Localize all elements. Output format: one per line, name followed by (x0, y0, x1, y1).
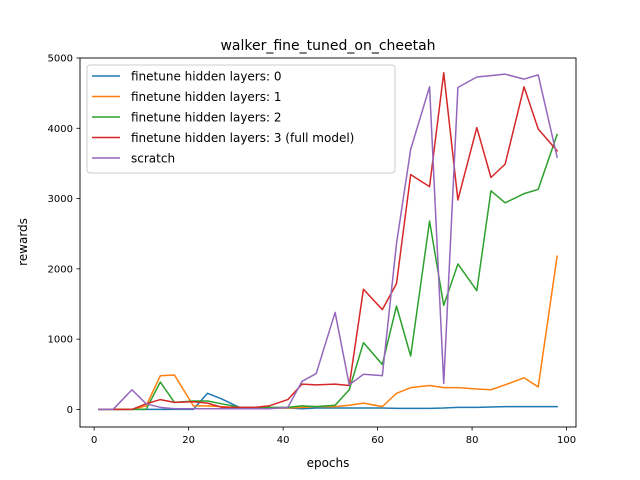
series-line-0 (98, 392, 558, 411)
plot-area-frame (79, 57, 577, 428)
x-tick-label-3: 60 (371, 435, 384, 446)
y-tick-label-2: 2000 (48, 264, 73, 275)
x-tick-label-0: 0 (91, 435, 97, 446)
legend-label-4: scratch (131, 152, 175, 166)
y-axis-ticks: 0 1000 2000 3000 4000 5000 (48, 54, 80, 416)
y-tick-label-5: 5000 (48, 54, 73, 65)
x-axis-ticks: 0 20 40 60 80 100 (91, 427, 576, 446)
y-axis-label: rewards (16, 218, 30, 266)
y-tick-label-3: 3000 (48, 194, 73, 205)
legend-label-0: finetune hidden layers: 0 (131, 70, 282, 84)
x-tick-label-1: 20 (182, 435, 195, 446)
chart-title: walker_fine_tuned_on_cheetah (220, 38, 435, 54)
legend: finetune hidden layers: 0 finetune hidden… (86, 64, 396, 174)
series-line-4 (98, 73, 558, 411)
legend-label-1: finetune hidden layers: 1 (131, 90, 282, 104)
legend-label-2: finetune hidden layers: 2 (131, 111, 282, 125)
y-tick-label-4: 4000 (48, 124, 73, 135)
x-tick-label-5: 100 (557, 435, 576, 446)
x-tick-label-4: 80 (466, 435, 479, 446)
series-line-2 (98, 133, 559, 411)
legend-box (86, 64, 396, 174)
series-line-3 (98, 72, 559, 411)
y-tick-label-0: 0 (67, 405, 73, 416)
legend-label-3: finetune hidden layers: 3 (full model) (131, 131, 354, 145)
x-tick-label-2: 40 (277, 435, 290, 446)
plot-lines (98, 72, 559, 411)
y-tick-label-1: 1000 (48, 335, 73, 346)
x-axis-label: epochs (307, 456, 350, 470)
